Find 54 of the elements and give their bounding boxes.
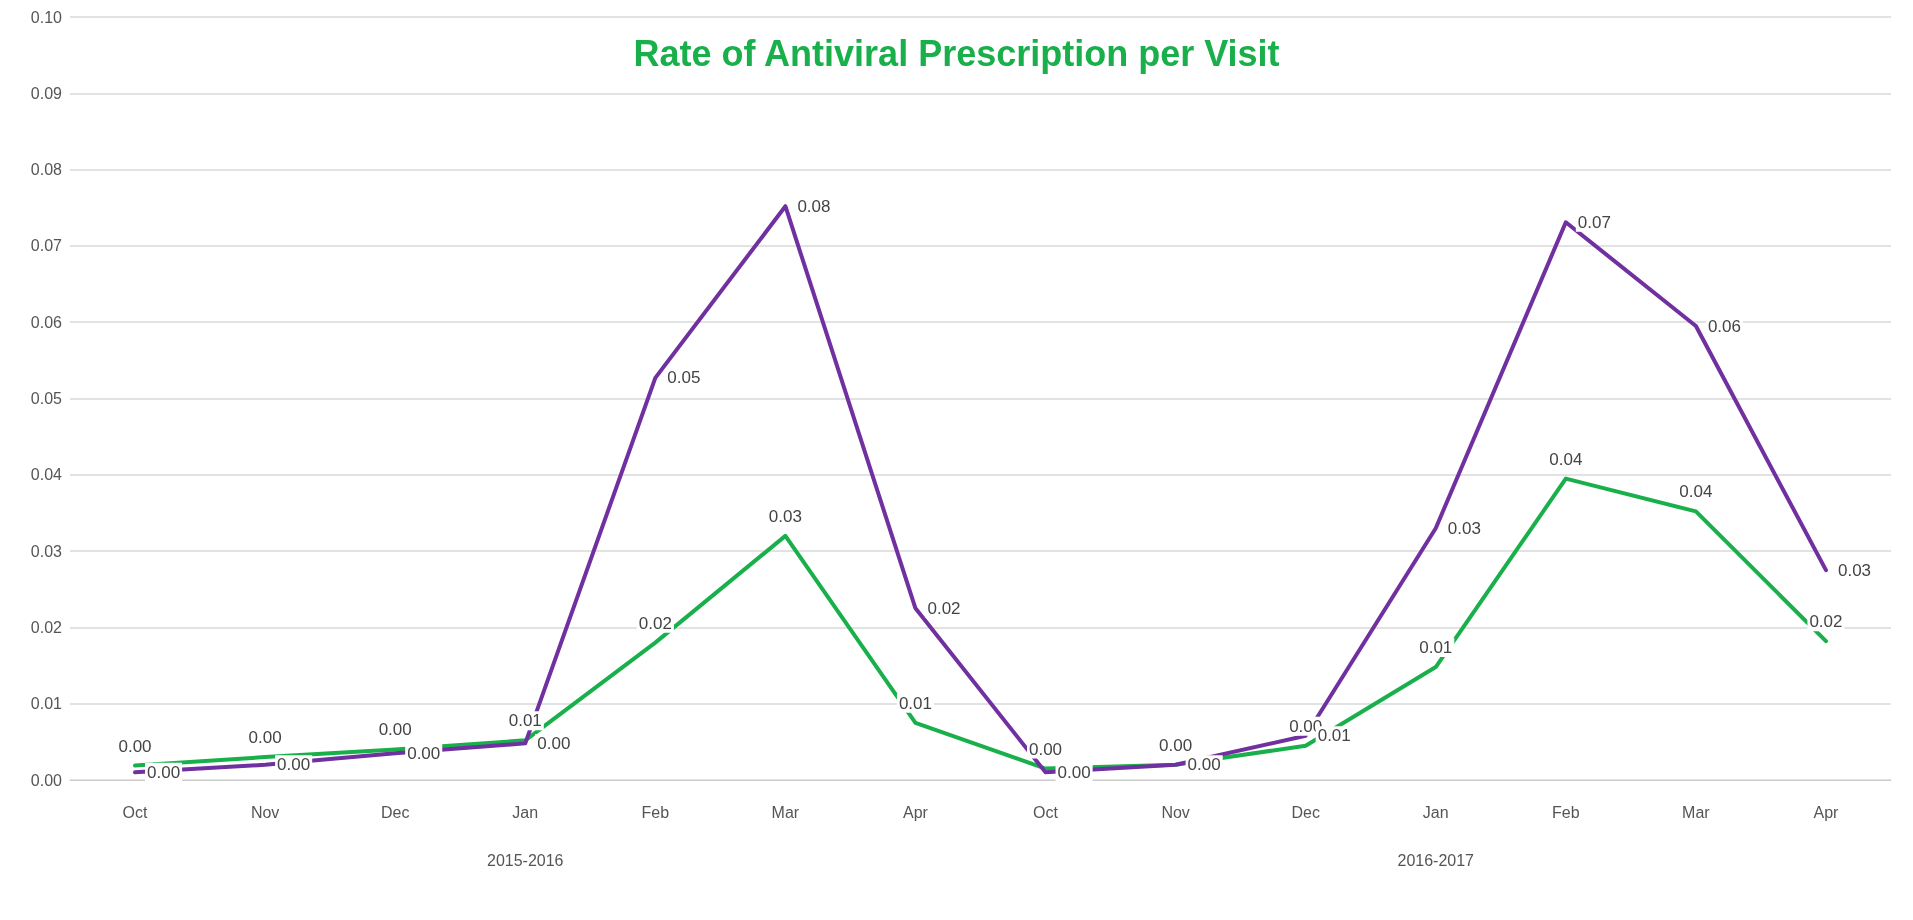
x-tick-label: Feb xyxy=(641,803,670,821)
x-tick-label: Mar xyxy=(1682,803,1711,821)
data-label: 0.00 xyxy=(537,733,571,753)
x-tick-label: Feb xyxy=(1552,803,1580,821)
data-label: 0.02 xyxy=(638,613,672,633)
data-label: 0.00 xyxy=(147,762,181,782)
data-label: 0.03 xyxy=(768,506,802,526)
x-tick-label: Dec xyxy=(1291,803,1320,821)
text: 2016-2017 xyxy=(1397,851,1475,869)
x-tick-label: Oct xyxy=(1033,803,1059,821)
data-label: 0.07 xyxy=(1577,212,1611,232)
x-tick-label: Jan xyxy=(512,803,539,821)
y-tick-label: 0.00 xyxy=(30,771,63,789)
data-label: 0.02 xyxy=(927,598,961,618)
data-label: 0.00 xyxy=(407,743,441,763)
x-tick-label: Nov xyxy=(1161,803,1190,821)
data-label: 0.01 xyxy=(1419,638,1453,658)
data-label: 0.00 xyxy=(378,720,412,740)
data-label: 0.00 xyxy=(1057,762,1091,782)
x-tick-label: Jan xyxy=(1422,803,1449,821)
data-label: 0.00 xyxy=(1028,739,1063,759)
chart-title: Rate of Antiviral Prescription per Visit xyxy=(633,32,1280,74)
data-label: 0.04 xyxy=(1549,449,1583,469)
x-tick-label: Apr xyxy=(1813,803,1840,821)
y-tick-label: 0.10 xyxy=(30,8,63,26)
data-label: 0.05 xyxy=(667,368,701,388)
data-label: 0.03 xyxy=(1447,518,1481,538)
y-tick-label: 0.01 xyxy=(30,695,63,713)
data-label: 0.01 xyxy=(508,711,542,731)
y-tick-label: 0.07 xyxy=(30,237,63,255)
y-tick-label: 0.08 xyxy=(30,161,63,179)
data-label: 0.01 xyxy=(898,693,933,713)
data-label: 0.03 xyxy=(1837,560,1872,580)
data-label: 0.00 xyxy=(118,736,152,756)
data-label: 0.00 xyxy=(248,728,282,748)
x-tick-label: Oct xyxy=(122,803,149,821)
y-tick-label: 0.09 xyxy=(30,84,63,102)
data-label: 0.06 xyxy=(1707,316,1741,336)
data-label: 0.08 xyxy=(797,196,831,216)
y-tick-label: 0.02 xyxy=(30,618,63,636)
x-tick-label: Apr xyxy=(903,803,929,821)
y-tick-label: 0.05 xyxy=(30,390,63,407)
x-tick-label: Mar xyxy=(771,803,800,821)
data-label: 0.00 xyxy=(277,755,311,775)
y-tick-label: 0.04 xyxy=(30,466,63,484)
data-label: 0.00 xyxy=(1187,755,1221,775)
text: 2015-2016 xyxy=(486,851,564,869)
data-label: 0.04 xyxy=(1679,482,1713,502)
y-tick-label: 0.03 xyxy=(30,542,63,560)
data-label: 0.02 xyxy=(1809,612,1843,632)
x-tick-label: Nov xyxy=(250,803,280,821)
y-tick-label: 0.06 xyxy=(30,313,63,331)
data-label: 0.00 xyxy=(1159,735,1193,755)
x-tick-label: Dec xyxy=(380,803,410,821)
